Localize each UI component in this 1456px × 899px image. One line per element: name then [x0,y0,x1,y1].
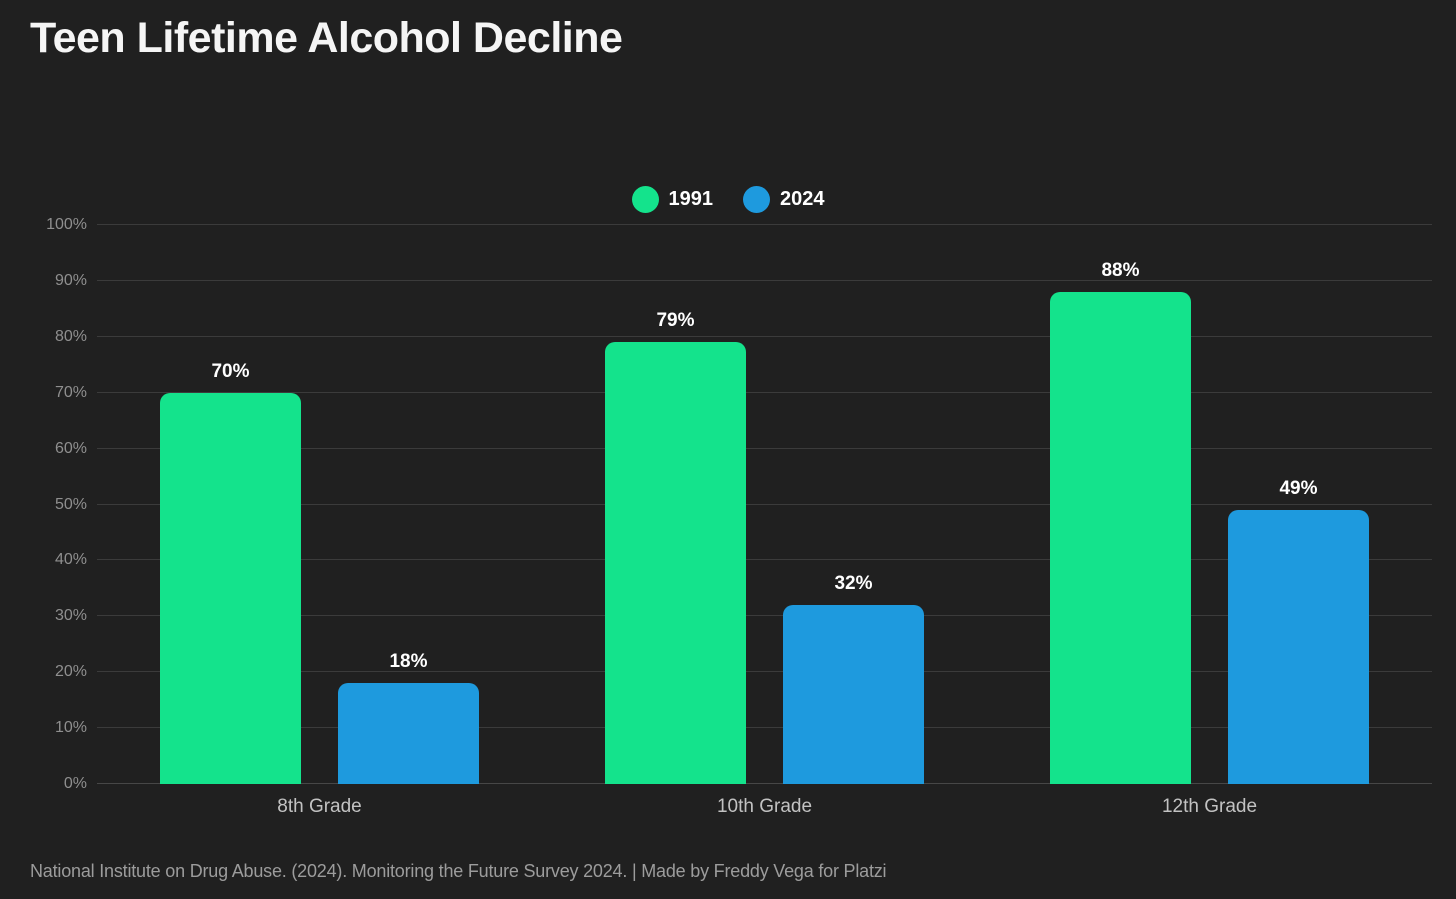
bar-1991-12th-grade[interactable]: 88% [1050,260,1191,784]
bar-2024-8th-grade[interactable]: 18% [338,651,479,784]
legend-label: 2024 [780,188,825,210]
x-axis-label-8th-grade: 8th Grade [277,796,362,817]
y-tick-label: 30% [54,607,87,625]
gridline-30 [97,615,1432,617]
gridline-20 [97,671,1432,673]
bar-value-label: 32% [834,573,873,595]
bar-value-label: 49% [1279,478,1318,500]
bar-2024-10th-grade[interactable]: 32% [783,573,924,784]
y-tick-label: 20% [54,663,87,681]
bar-2024-12th-grade[interactable]: 49% [1228,478,1369,784]
bar-group-8th-grade: 70% 18% [97,225,542,784]
legend-dot-icon [743,186,770,213]
bar-value-label: 18% [389,651,428,673]
legend-item-1991[interactable]: 1991 [631,186,714,213]
bar-groups: 70% 18% 79% 32% 88% 49% [97,225,1432,784]
y-tick-label: 90% [54,271,87,289]
bar-1991-10th-grade[interactable]: 79% [605,310,746,784]
gridline-40 [97,559,1432,561]
chart-title: Teen Lifetime Alcohol Decline [30,14,623,62]
y-tick-label: 50% [54,495,87,513]
bar-1991-8th-grade[interactable]: 70% [160,361,301,784]
legend-item-2024[interactable]: 2024 [743,186,825,213]
gridline-100 [97,224,1432,225]
bar-value-label: 70% [211,360,250,382]
y-tick-label: 100% [46,216,87,233]
y-tick-label: 80% [54,327,87,345]
legend-label: 1991 [668,188,714,210]
x-axis-label-10th-grade: 10th Grade [716,796,813,817]
y-tick-label: 10% [54,719,87,737]
gridline-70 [97,391,1432,393]
legend: 1991 2024 [0,186,1456,213]
source-caption: National Institute on Drug Abuse. (2024)… [30,861,887,881]
y-tick-label: 40% [54,551,87,569]
bar-value-label: 79% [656,310,695,332]
bar-group-12th-grade: 88% 49% [987,225,1432,784]
gridline-90 [97,279,1432,281]
y-tick-label: 70% [54,383,87,401]
x-axis-label-12th-grade: 12th Grade [1161,796,1258,817]
gridline-80 [97,335,1432,337]
y-tick-label: 0% [63,775,87,792]
plot-area: 0% 10% 20% 30% 40% 50% 60% 70% 80% 90% 100% 70% 18% 7… [46,216,1432,792]
x-axis-labels: 8th Grade 10th Grade 12th Grade [97,796,1432,818]
gridline-0 [97,783,1432,784]
gridline-10 [97,727,1432,729]
bar-value-label: 88% [1101,260,1140,282]
gridline-50 [97,503,1432,505]
gridline-60 [97,447,1432,449]
y-tick-label: 60% [54,439,87,457]
bar-group-10th-grade: 79% 32% [542,225,987,784]
legend-dot-icon [631,186,659,213]
